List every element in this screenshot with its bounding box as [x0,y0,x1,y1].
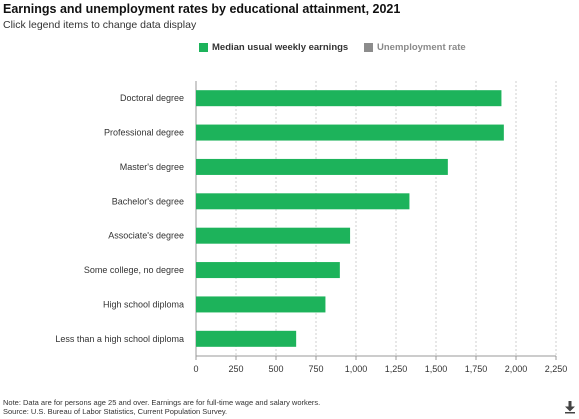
chart-footnote: Note: Data are for persons age 25 and ov… [3,398,320,416]
chart-title: Earnings and unemployment rates by educa… [3,2,401,16]
bar-earnings [196,227,351,244]
chart-subtitle: Click legend items to change data displa… [3,19,197,31]
legend-item-unemployment[interactable]: Unemployment rate [364,42,466,53]
x-tick-label: 250 [228,364,243,374]
category-label: Some college, no degree [84,265,184,275]
x-tick-label: 2,250 [545,364,568,374]
category-label: Doctoral degree [120,93,184,103]
bar-earnings [196,193,410,210]
x-tick-label: 1,750 [465,364,488,374]
legend-item-earnings[interactable]: Median usual weekly earnings [199,42,348,53]
category-label: High school diploma [103,299,184,309]
category-label: Associate's degree [108,231,184,241]
category-label: Bachelor's degree [112,196,184,206]
bar-earnings [196,124,504,141]
bar-earnings [196,90,502,107]
bar-earnings [196,262,340,279]
bar-earnings [196,296,326,313]
x-tick-label: 500 [268,364,283,374]
download-icon[interactable] [564,400,576,414]
legend-label-earnings: Median usual weekly earnings [212,42,349,53]
chart-legend: Median usual weekly earnings Unemploymen… [0,42,579,56]
x-tick-label: 750 [308,364,323,374]
footnote-note: Note: Data are for persons age 25 and ov… [3,398,321,407]
bar-earnings [196,330,297,347]
legend-label-unemployment: Unemployment rate [377,42,466,53]
x-tick-label: 0 [193,364,198,374]
x-tick-label: 1,500 [425,364,448,374]
legend-swatch-unemployment [364,43,373,52]
x-tick-label: 2,000 [505,364,528,374]
bar-earnings [196,158,448,175]
category-label: Master's degree [120,162,184,172]
x-tick-label: 1,000 [345,364,368,374]
footnote-source: Source: U.S. Bureau of Labor Statistics,… [3,407,228,416]
category-label: Less than a high school diploma [55,334,184,344]
category-label: Professional degree [104,128,184,138]
legend-swatch-earnings [199,43,208,52]
x-tick-label: 1,250 [385,364,408,374]
